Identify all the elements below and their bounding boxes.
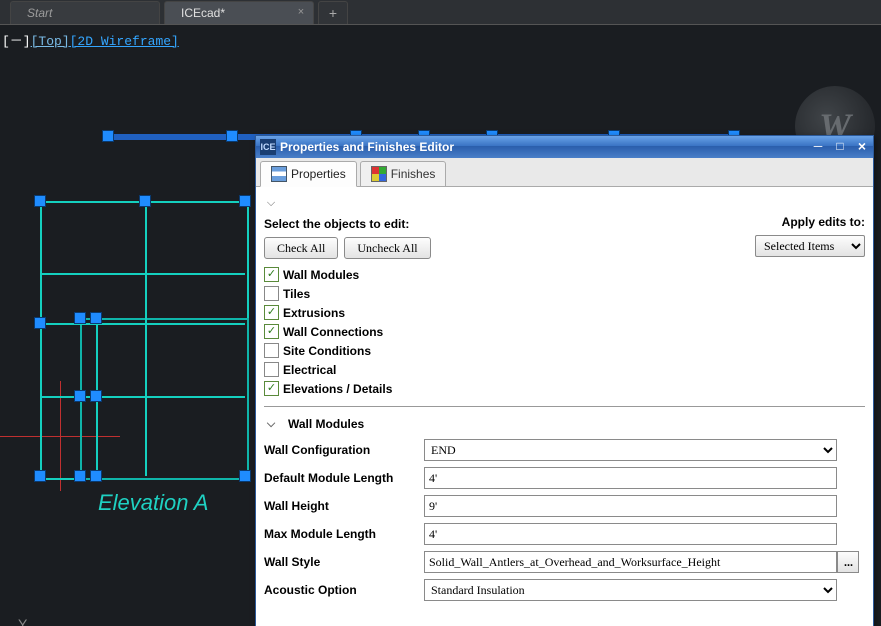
grip[interactable] xyxy=(102,130,114,142)
close-icon[interactable]: × xyxy=(295,6,307,18)
apply-edits-label: Apply edits to: xyxy=(755,215,865,229)
viewport-hud[interactable]: [－][Top][2D Wireframe] xyxy=(2,30,179,49)
checkbox-electrical[interactable]: ✓ xyxy=(264,362,279,377)
properties-icon xyxy=(271,166,287,182)
checkbox-tiles[interactable]: ✓ xyxy=(264,286,279,301)
tab-properties[interactable]: Properties xyxy=(260,161,357,187)
default-module-length-input[interactable] xyxy=(424,467,837,489)
document-tabstrip: Start ICEcad* × + xyxy=(0,0,881,25)
wall-height-input[interactable] xyxy=(424,495,837,517)
checkbox-label: Wall Connections xyxy=(283,325,383,339)
tab-label: Finishes xyxy=(391,162,436,186)
checkbox-label: Site Conditions xyxy=(283,344,371,358)
tab-label: Properties xyxy=(291,162,346,186)
checkbox-label: Wall Modules xyxy=(283,268,359,282)
new-tab-button[interactable]: + xyxy=(318,1,348,24)
close-button[interactable]: × xyxy=(851,137,873,157)
wall-modules-properties: Wall Configuration END Default Module Le… xyxy=(264,439,865,601)
checkbox-label: Extrusions xyxy=(283,306,345,320)
divider xyxy=(264,406,865,407)
grip[interactable] xyxy=(90,390,102,402)
prop-label: Wall Configuration xyxy=(264,443,424,457)
tab-icecad[interactable]: ICEcad* × xyxy=(164,1,314,24)
wire-line xyxy=(40,396,245,398)
wire-line xyxy=(145,201,147,476)
grip[interactable] xyxy=(226,130,238,142)
prop-label: Max Module Length xyxy=(264,527,424,541)
checkbox-site-conditions[interactable]: ✓ xyxy=(264,343,279,358)
elevation-panel[interactable] xyxy=(80,318,249,480)
wall-configuration-select[interactable]: END xyxy=(424,439,837,461)
wall-style-input[interactable] xyxy=(424,551,837,573)
grip[interactable] xyxy=(239,470,251,482)
acoustic-option-select[interactable]: Standard Insulation xyxy=(424,579,837,601)
prop-label: Default Module Length xyxy=(264,471,424,485)
checkbox-wall-modules[interactable]: ✓ xyxy=(264,267,279,282)
app-icon: ICE xyxy=(260,139,276,155)
hud-collapse[interactable]: [－] xyxy=(2,34,31,49)
checkbox-elevations[interactable]: ✓ xyxy=(264,381,279,396)
finishes-icon xyxy=(371,166,387,182)
maximize-button[interactable]: □ xyxy=(829,137,851,157)
check-all-button[interactable]: Check All xyxy=(264,237,338,259)
select-objects-heading: Select the objects to edit: xyxy=(264,217,755,231)
hud-view-top[interactable]: [Top] xyxy=(31,34,70,49)
wire-line xyxy=(40,323,245,325)
hud-visual-style[interactable]: [2D Wireframe] xyxy=(70,34,179,49)
tab-label: Start xyxy=(27,6,52,20)
grip[interactable] xyxy=(90,312,102,324)
ucs-y-label: Y xyxy=(18,616,27,626)
object-type-checklist: ✓ Wall Modules ✓ Tiles ✓ Extrusions ✓ Wall C… xyxy=(264,267,865,396)
grip[interactable] xyxy=(34,317,46,329)
prop-label: Acoustic Option xyxy=(264,583,424,597)
checkbox-label: Tiles xyxy=(283,287,310,301)
grip[interactable] xyxy=(34,195,46,207)
chevron-down-icon[interactable]: ⌵ xyxy=(264,418,278,431)
uncheck-all-button[interactable]: Uncheck All xyxy=(344,237,430,259)
dialog-title: Properties and Finishes Editor xyxy=(280,140,454,154)
chevron-down-icon[interactable]: ⌵ xyxy=(264,197,278,210)
wall-style-browse-button[interactable]: ... xyxy=(837,551,859,573)
apply-edits-select[interactable]: Selected Items xyxy=(755,235,865,257)
grip[interactable] xyxy=(34,470,46,482)
tab-start[interactable]: Start xyxy=(10,1,160,24)
wire-line xyxy=(40,273,245,275)
dialog-titlebar[interactable]: ICE Properties and Finishes Editor ─ □ × xyxy=(256,136,873,158)
dialog-body: ⌵ Select the objects to edit: Check All … xyxy=(256,187,873,626)
checkbox-label: Electrical xyxy=(283,363,336,377)
prop-label: Wall Height xyxy=(264,499,424,513)
prop-label: Wall Style xyxy=(264,555,424,569)
checkbox-label: Elevations / Details xyxy=(283,382,392,396)
grip[interactable] xyxy=(90,470,102,482)
checkbox-extrusions[interactable]: ✓ xyxy=(264,305,279,320)
grip[interactable] xyxy=(74,470,86,482)
elevation-label: Elevation A xyxy=(98,490,208,516)
grip[interactable] xyxy=(139,195,151,207)
tab-finishes[interactable]: Finishes xyxy=(360,161,447,187)
section-wall-modules-heading: Wall Modules xyxy=(288,417,364,431)
grip[interactable] xyxy=(74,390,86,402)
dialog-tabbar: Properties Finishes xyxy=(256,158,873,187)
checkbox-wall-connections[interactable]: ✓ xyxy=(264,324,279,339)
tab-label: ICEcad* xyxy=(181,6,225,20)
grip[interactable] xyxy=(239,195,251,207)
properties-finishes-dialog: ICE Properties and Finishes Editor ─ □ ×… xyxy=(255,135,874,626)
max-module-length-input[interactable] xyxy=(424,523,837,545)
grip[interactable] xyxy=(74,312,86,324)
minimize-button[interactable]: ─ xyxy=(807,137,829,157)
